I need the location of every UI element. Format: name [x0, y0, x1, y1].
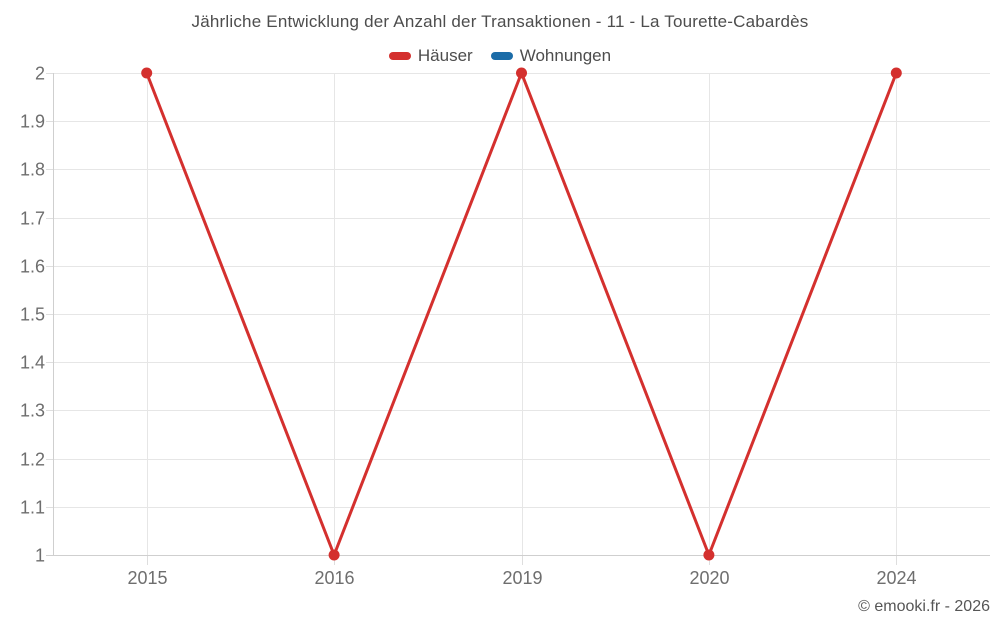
x-axis-label: 2015: [127, 568, 167, 588]
y-axis-label: 2: [35, 64, 45, 84]
y-axis-label: 1.4: [20, 353, 45, 373]
y-axis-label: 1.3: [20, 401, 45, 421]
chart-title: Jährliche Entwicklung der Anzahl der Tra…: [191, 12, 809, 31]
data-point-marker-haeuser-2015[interactable]: [141, 67, 153, 79]
data-point-marker-haeuser-2024[interactable]: [890, 67, 902, 79]
y-axis-label: 1.5: [20, 305, 45, 325]
legend-item-haeuser[interactable]: Häuser: [388, 46, 473, 66]
y-axis-label: 1.7: [20, 209, 45, 229]
x-axis-label: 2020: [689, 568, 729, 588]
y-axis-label: 1.9: [20, 112, 45, 132]
data-point-marker-haeuser-2016[interactable]: [328, 549, 340, 561]
legend-item-wohnungen[interactable]: Wohnungen: [490, 46, 612, 66]
legend-swatch-haeuser: [388, 52, 411, 60]
legend-swatch-wohnungen: [490, 52, 513, 60]
y-axis-label: 1.1: [20, 498, 45, 518]
y-axis-label: 1.8: [20, 160, 45, 180]
copyright-credit: © emooki.fr - 2026: [858, 598, 990, 615]
legend-label: Wohnungen: [519, 46, 612, 65]
x-axis-label: 2019: [502, 568, 542, 588]
y-axis-label: 1: [35, 546, 45, 566]
y-axis-label: 1.6: [20, 257, 45, 277]
x-axis-label: 2016: [314, 568, 354, 588]
y-axis-label: 1.2: [20, 450, 45, 470]
data-point-marker-haeuser-2020[interactable]: [703, 549, 715, 561]
x-axis-label: 2024: [876, 568, 916, 588]
chart-legend: Häuser Wohnungen: [0, 46, 1000, 66]
legend-label: Häuser: [417, 46, 473, 65]
data-point-marker-haeuser-2019[interactable]: [516, 67, 527, 79]
